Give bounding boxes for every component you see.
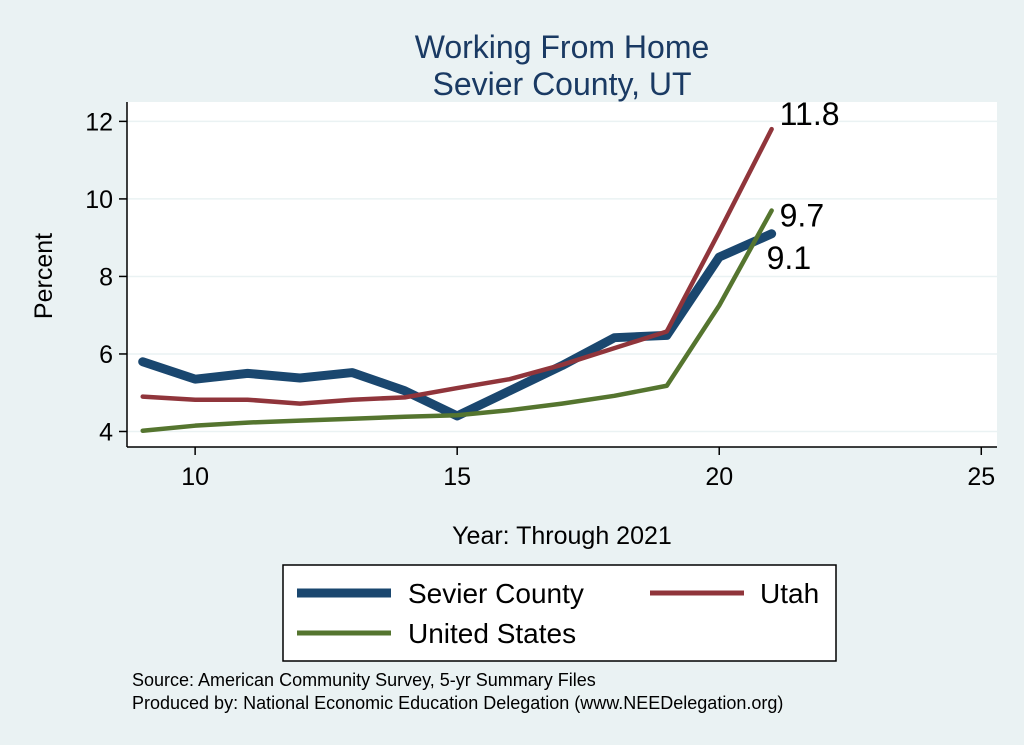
chart-title-line-1: Working From Home xyxy=(415,29,710,65)
y-tick-label-4: 4 xyxy=(99,418,113,446)
end-label-united-states: 9.7 xyxy=(780,198,824,234)
y-tick-label-10: 10 xyxy=(85,186,113,214)
end-label-sevier-county: 9.1 xyxy=(767,240,811,276)
x-tick-label-15: 15 xyxy=(443,463,471,491)
source-note: Source: American Community Survey, 5-yr … xyxy=(132,670,596,690)
legend-label-utah: Utah xyxy=(760,578,819,609)
data-labels: 9.1 11.8 9.7 xyxy=(767,96,840,276)
x-axis-label: Year: Through 2021 xyxy=(452,522,672,550)
producer-note: Produced by: National Economic Education… xyxy=(132,693,783,713)
y-tick-label-6: 6 xyxy=(99,341,113,369)
plot-region xyxy=(127,102,997,447)
y-tick-label-8: 8 xyxy=(99,263,113,291)
series-lines xyxy=(138,126,777,433)
series-line-united-states xyxy=(140,208,774,433)
end-label-utah: 11.8 xyxy=(780,96,840,132)
legend-label-united-states: United States xyxy=(408,618,576,649)
x-tick-label-10: 10 xyxy=(181,463,209,491)
legend-box xyxy=(282,564,837,662)
x-tick-label-25: 25 xyxy=(967,463,995,491)
legend-label-sevier-county: Sevier County xyxy=(408,578,584,609)
legend: Sevier County Utah United States xyxy=(282,564,837,662)
x-tick-label-20: 20 xyxy=(705,463,733,491)
y-tick-label-12: 12 xyxy=(85,108,113,136)
axes: 4 6 8 10 12 10 15 20 25 xyxy=(85,102,997,491)
chart-title-line-2: Sevier County, UT xyxy=(432,66,691,102)
grid-lines xyxy=(127,120,997,433)
series-line-utah xyxy=(140,126,774,406)
y-axis-label: Percent xyxy=(30,233,58,319)
